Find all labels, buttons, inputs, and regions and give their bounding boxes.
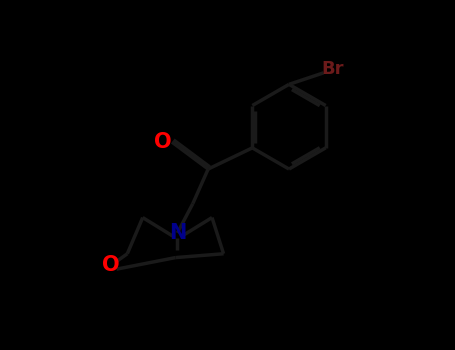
- Text: N: N: [169, 223, 186, 243]
- Text: O: O: [154, 132, 172, 152]
- Text: Br: Br: [321, 60, 344, 78]
- Text: O: O: [101, 255, 119, 275]
